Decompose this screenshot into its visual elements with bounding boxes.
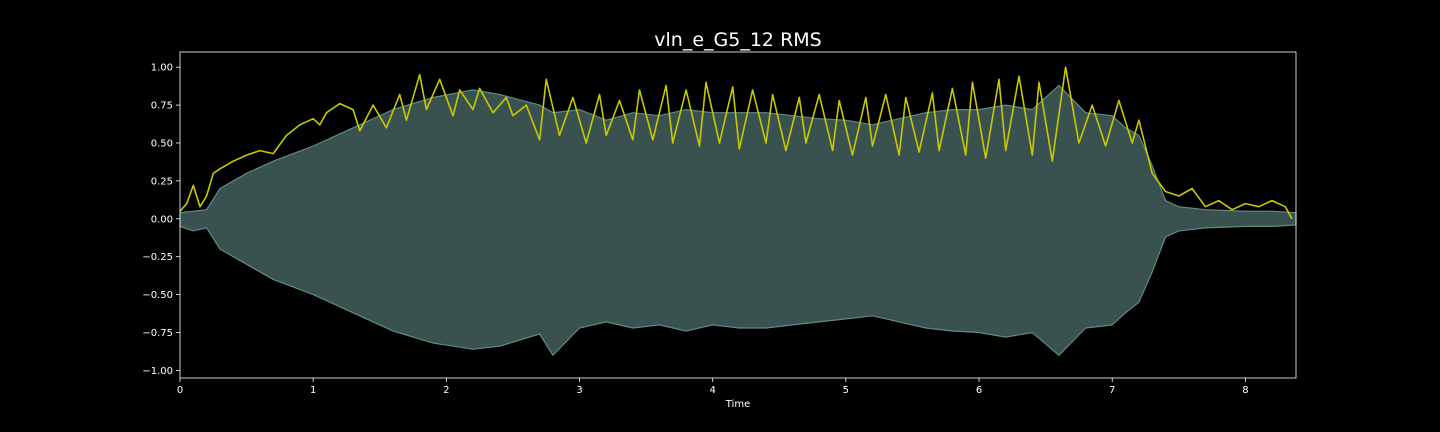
x-tick-label: 7 xyxy=(1109,385,1115,396)
y-tick-label: −0.25 xyxy=(142,252,173,263)
y-tick-label: 0.25 xyxy=(151,176,173,187)
x-axis-label: Time xyxy=(725,399,750,410)
x-tick-label: 2 xyxy=(443,385,449,396)
y-tick-label: −0.50 xyxy=(142,290,173,301)
rms-line xyxy=(179,66,1293,220)
axes-frame xyxy=(179,51,1297,379)
y-tick-label: −1.00 xyxy=(142,366,173,377)
x-tick-label: 1 xyxy=(310,385,316,396)
y-tick-label: 0.50 xyxy=(151,138,173,149)
chart-title: vln_e_G5_12 RMS xyxy=(654,29,821,51)
x-tick-label: 4 xyxy=(710,385,716,396)
x-tick-label: 5 xyxy=(843,385,849,396)
axes: 0 1 2 3 4 5 6 7 8 1.00 0.75 0.50 0.25 0.00 −0.25 −0.50 −… xyxy=(142,51,1297,396)
x-tick-label: 6 xyxy=(976,385,982,396)
x-tick-label: 0 xyxy=(177,385,183,396)
y-tick-label: 0.75 xyxy=(151,101,173,112)
y-tick-label: 0.00 xyxy=(151,214,173,225)
y-tick-label: −0.75 xyxy=(142,328,173,339)
x-tick-label: 8 xyxy=(1242,385,1248,396)
y-tick-label: 1.00 xyxy=(151,63,173,74)
x-tick-label: 3 xyxy=(576,385,582,396)
